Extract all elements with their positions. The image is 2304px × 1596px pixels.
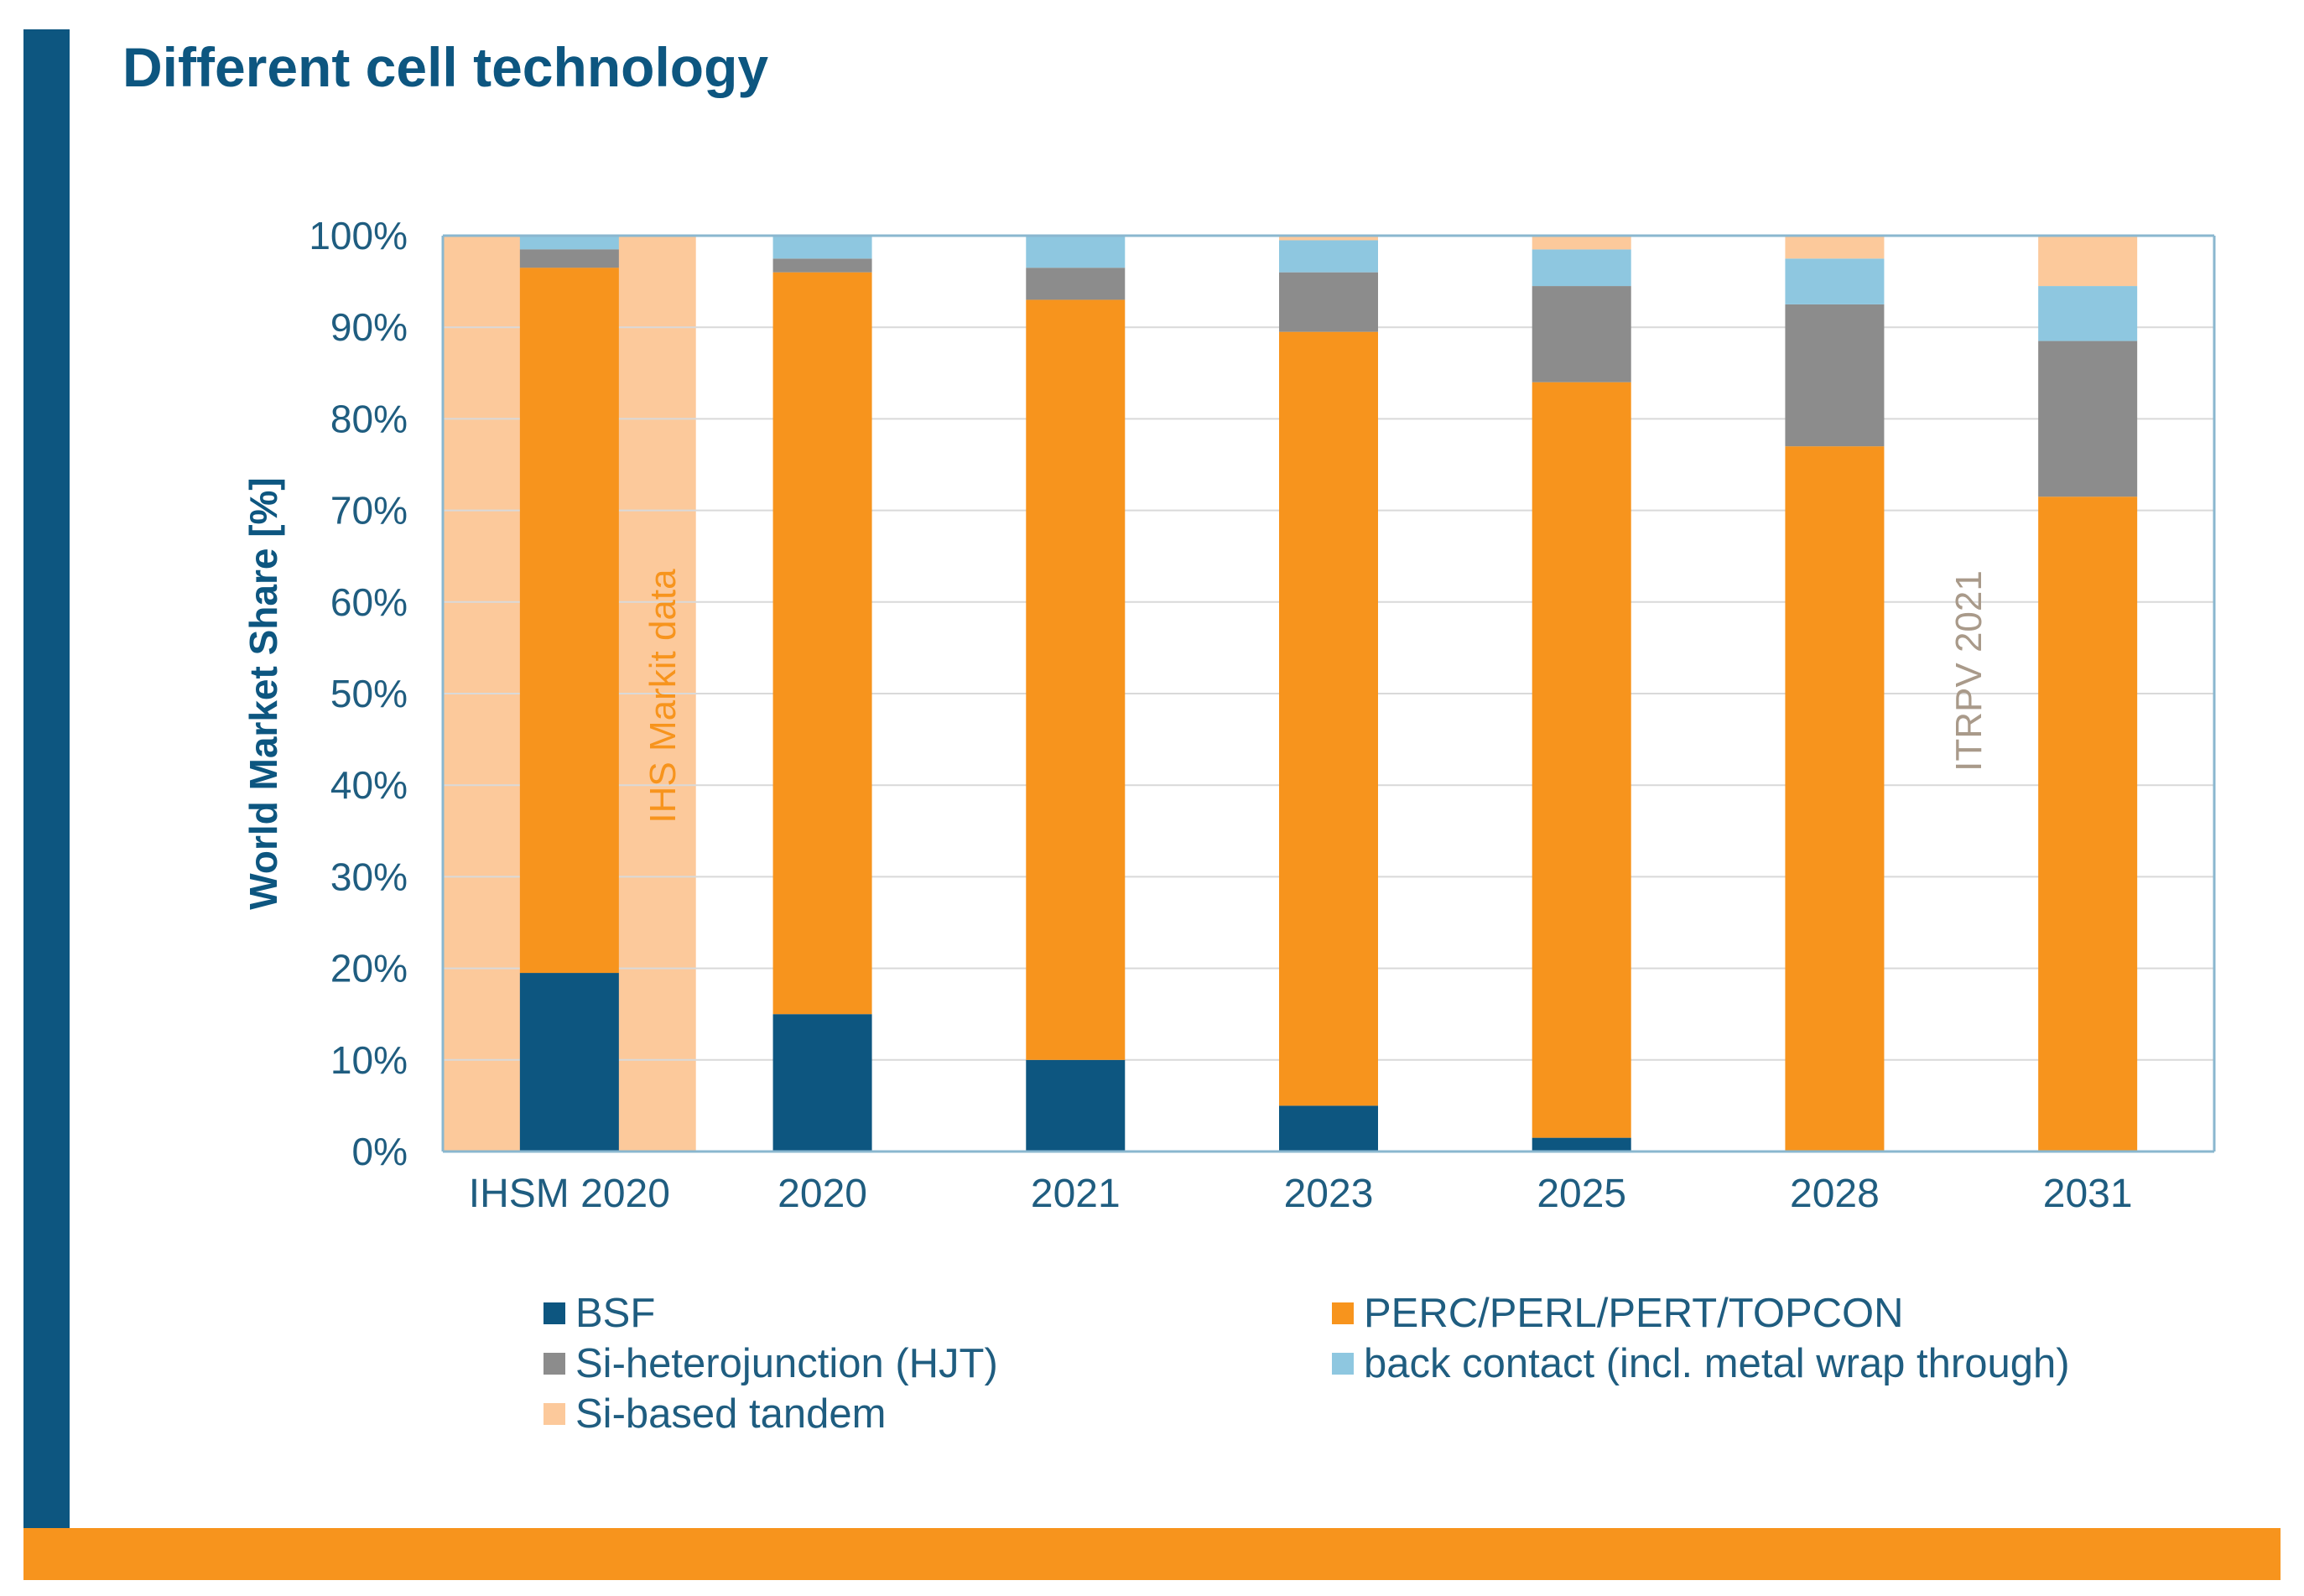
legend-swatch-tandem xyxy=(543,1403,565,1425)
y-tick-label: 60% xyxy=(330,580,408,624)
bar-segment xyxy=(2038,341,2138,497)
slide-footer-bar xyxy=(23,1528,2281,1580)
bar-segment xyxy=(1532,236,1631,250)
bar-segment xyxy=(1026,236,1126,268)
slide-accent-bar xyxy=(23,29,70,1528)
bar-segment xyxy=(1279,331,1378,1106)
y-axis-label: World Market Share [%] xyxy=(242,477,285,909)
x-tick-label: 2025 xyxy=(1537,1172,1626,1216)
y-tick-label: 70% xyxy=(330,489,408,533)
y-tick-label: 90% xyxy=(330,305,408,349)
y-tick-label: 30% xyxy=(330,855,408,898)
x-tick-label: 2021 xyxy=(1031,1172,1121,1216)
bar-segment xyxy=(1026,299,1126,1060)
legend-swatch-perc xyxy=(1332,1302,1354,1324)
bar-segment xyxy=(519,249,619,268)
legend-label-bsf: BSF xyxy=(575,1291,656,1336)
bar-segment xyxy=(1026,268,1126,300)
annotation-ihs-markit: IHS Markit data xyxy=(642,569,684,824)
bar-segment xyxy=(1785,304,1885,447)
y-tick-label: 100% xyxy=(309,214,408,257)
legend-label-hjt: Si-heterojunction (HJT) xyxy=(575,1341,998,1386)
bar-segment xyxy=(2038,236,2138,287)
stacked-bar-chart: 0% 10% 20% 30% 40% 50% 60% 70% 80% 90% 100% IHSM 20… xyxy=(242,214,2216,1216)
bar-segment xyxy=(1279,240,1378,273)
bar-segment xyxy=(1532,286,1631,382)
bar-segment xyxy=(1532,249,1631,287)
bar-segment xyxy=(1532,382,1631,1138)
bar-segment xyxy=(2038,496,2138,1152)
legend-label-tandem: Si-based tandem xyxy=(575,1391,887,1437)
y-tick-label: 10% xyxy=(330,1038,408,1082)
bar-segment xyxy=(1785,236,1885,259)
bar-segment xyxy=(772,272,872,1015)
x-tick-label: 2020 xyxy=(778,1172,867,1216)
x-tick-label: IHSM 2020 xyxy=(469,1172,670,1216)
bar-segment xyxy=(519,236,619,250)
legend-label-perc: PERC/PERL/PERT/TOPCON xyxy=(1364,1291,1904,1336)
slide-title: Different cell technology xyxy=(122,36,769,98)
legend-item-back-contact: back contact (incl. metal wrap through) xyxy=(1332,1340,2070,1387)
legend-item-tandem: Si-based tandem xyxy=(543,1391,886,1437)
legend-swatch-back-contact xyxy=(1332,1353,1354,1375)
x-tick-label: 2031 xyxy=(2043,1172,2133,1216)
legend-label-back-contact: back contact (incl. metal wrap through) xyxy=(1364,1341,2070,1386)
bar-segment xyxy=(519,268,619,974)
bar-segment xyxy=(1279,236,1378,241)
bar-segment xyxy=(1279,1105,1378,1152)
x-tick-label: 2023 xyxy=(1284,1172,1374,1216)
y-tick-label: 20% xyxy=(330,947,408,990)
x-tick-label: 2028 xyxy=(1790,1172,1880,1216)
legend-swatch-bsf xyxy=(543,1302,565,1324)
y-tick-label: 40% xyxy=(330,763,408,807)
bar-segment xyxy=(1532,1137,1631,1152)
legend-item-bsf: BSF xyxy=(543,1290,655,1337)
bar-segment xyxy=(519,973,619,1152)
bar-segment xyxy=(2038,286,2138,341)
y-tick-label: 0% xyxy=(352,1130,408,1173)
bar-segment xyxy=(772,236,872,259)
y-tick-label: 50% xyxy=(330,672,408,715)
bar-segment xyxy=(1785,446,1885,1152)
legend-swatch-hjt xyxy=(543,1353,565,1375)
legend-item-hjt: Si-heterojunction (HJT) xyxy=(543,1340,998,1387)
bar-segment xyxy=(1279,272,1378,332)
bar-segment xyxy=(1026,1059,1126,1152)
bar-segment xyxy=(1785,258,1885,304)
bar-segment xyxy=(772,1014,872,1152)
annotation-itrpv: ITRPV 2021 xyxy=(1948,570,1989,772)
bar-segment xyxy=(772,258,872,273)
y-tick-label: 80% xyxy=(330,397,408,440)
legend-item-perc: PERC/PERL/PERT/TOPCON xyxy=(1332,1290,1904,1337)
